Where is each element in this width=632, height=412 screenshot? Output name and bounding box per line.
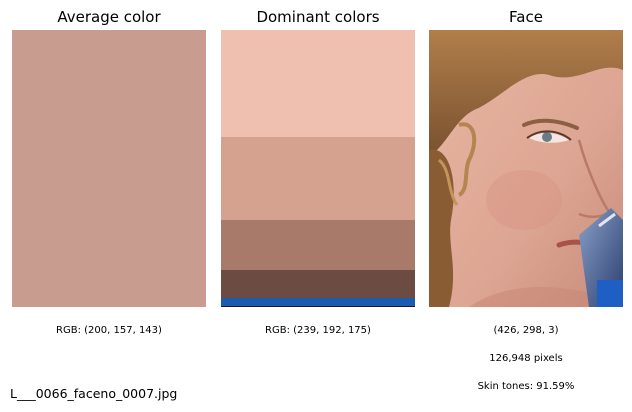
dominant-color-band xyxy=(221,220,415,271)
skin-tones-label: Skin tones: 91.59% xyxy=(477,381,575,392)
dominant-colors-title: Dominant colors xyxy=(256,8,380,26)
face-title: Face xyxy=(509,8,543,26)
dominant-rgb-label: RGB: (239, 192, 175) xyxy=(265,325,371,336)
face-shape-label: (426, 298, 3) xyxy=(493,325,559,336)
average-color-swatch xyxy=(12,30,206,307)
average-color-title: Average color xyxy=(57,8,161,26)
dominant-color-band xyxy=(221,137,415,221)
dominant-color-band xyxy=(221,298,415,306)
dominant-color-band xyxy=(221,30,415,138)
dominant-color-band xyxy=(221,270,415,299)
filename-label: L___0066_faceno_0007.jpg xyxy=(10,386,178,401)
face-image xyxy=(429,30,623,307)
average-rgb-label: RGB: (200, 157, 143) xyxy=(56,325,162,336)
face-pixel-count-label: 126,948 pixels xyxy=(489,353,563,364)
dominant-colors-stack xyxy=(221,30,415,307)
dominant-color-band xyxy=(221,305,415,307)
